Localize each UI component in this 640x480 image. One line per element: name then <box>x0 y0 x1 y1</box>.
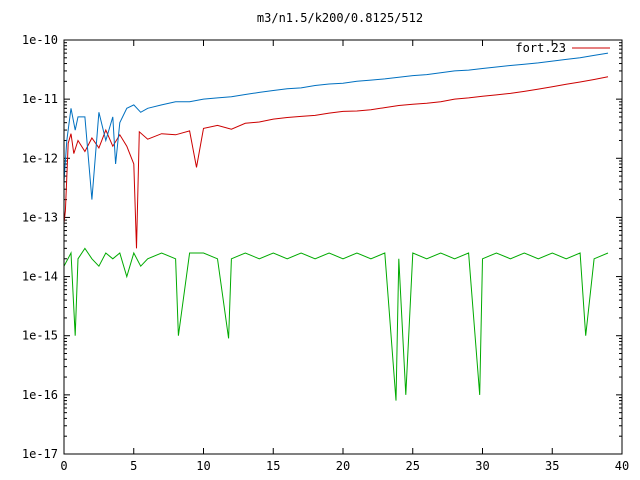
plot-frame <box>63 39 623 455</box>
y-tick-label: 1e-16 <box>22 388 58 402</box>
x-tick-label: 30 <box>475 459 489 473</box>
y-tick-label: 1e-10 <box>22 33 58 47</box>
legend-label: fort.23 <box>515 41 566 55</box>
series-line-1 <box>63 76 609 249</box>
series-layer <box>63 52 609 401</box>
y-tick-label: 1e-17 <box>22 447 58 461</box>
series-line-2 <box>63 52 609 200</box>
chart-title: m3/n1.5/k200/0.8125/512 <box>257 11 423 25</box>
y-tick-label: 1e-14 <box>22 270 58 284</box>
y-tick-label: 1e-13 <box>22 210 58 224</box>
x-tick-label: 35 <box>545 459 559 473</box>
legend: fort.23 <box>515 41 610 55</box>
x-tick-label: 15 <box>266 459 280 473</box>
x-tick-label: 10 <box>196 459 210 473</box>
x-tick-label: 0 <box>60 459 67 473</box>
x-tick-label: 40 <box>615 459 629 473</box>
y-tick-label: 1e-12 <box>22 151 58 165</box>
y-axis: 1e-10 1e-11 1e-12 1e-13 1e-14 1e-15 1e-16 1e-17 <box>22 33 622 461</box>
x-tick-label: 5 <box>130 459 137 473</box>
series-line-3 <box>63 247 609 401</box>
y-tick-label: 1e-11 <box>22 92 58 106</box>
x-tick-label: 25 <box>406 459 420 473</box>
y-tick-label: 1e-15 <box>22 329 58 343</box>
x-axis: 0 5 10 15 20 25 30 35 40 <box>60 40 629 473</box>
x-tick-label: 20 <box>336 459 350 473</box>
